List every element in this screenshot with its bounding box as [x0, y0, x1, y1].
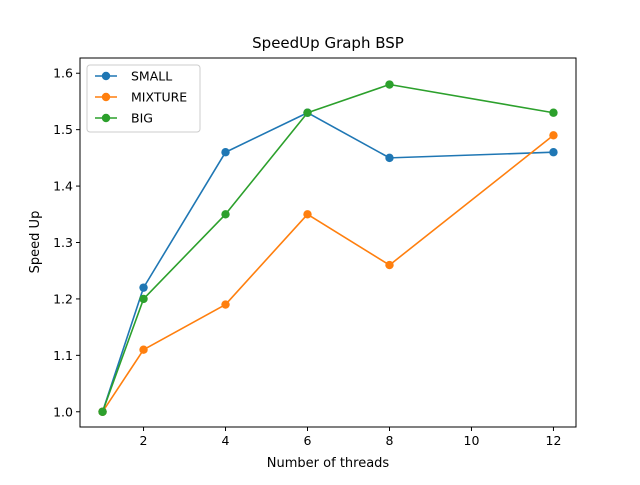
data-point-mixture — [549, 131, 558, 140]
legend-marker-small — [101, 71, 111, 81]
y-tick-label: 1.5 — [53, 122, 73, 137]
x-axis-label: Number of threads — [267, 456, 390, 471]
y-axis-label: Speed Up — [28, 211, 43, 274]
legend-marker-mixture — [101, 92, 111, 102]
data-point-small — [549, 148, 558, 157]
x-tick-label: 10 — [464, 433, 480, 448]
y-axis: 1.0 1.1 1.2 1.3 1.4 1.5 1.6 — [53, 66, 80, 419]
data-point-small — [385, 153, 394, 163]
series-line-small — [101, 111, 554, 413]
data-point-mixture — [139, 345, 148, 354]
legend-box — [86, 64, 201, 133]
data-point-big — [221, 210, 230, 219]
chart-title: SpeedUp Graph BSP — [252, 34, 404, 52]
legend-label-big: BIG — [131, 111, 153, 126]
legend-label-small: SMALL — [131, 69, 172, 84]
x-tick-label: 2 — [140, 433, 148, 448]
y-tick-label: 1.3 — [53, 235, 73, 250]
legend: SMALL MIXTURE BIG — [86, 64, 201, 133]
y-tick-label: 1.4 — [53, 179, 73, 194]
y-tick-label: 1.2 — [53, 291, 73, 306]
x-axis: 2 4 6 8 10 12 — [140, 427, 562, 448]
x-tick-label: 12 — [546, 433, 562, 448]
x-tick-label: 8 — [386, 433, 394, 448]
data-point-mixture — [303, 210, 312, 219]
data-point-mixture — [385, 260, 394, 270]
data-point-big — [549, 108, 558, 117]
series-line-mixture — [101, 134, 554, 413]
x-tick-label: 6 — [304, 433, 312, 448]
data-point-small — [221, 148, 230, 157]
data-point-mixture — [221, 300, 230, 309]
legend-marker-big — [101, 113, 111, 123]
data-point-big — [98, 407, 107, 416]
x-tick-label: 4 — [222, 433, 230, 448]
y-tick-label: 1.0 — [53, 404, 73, 419]
data-point-big — [385, 80, 394, 89]
legend-label-mixture: MIXTURE — [131, 90, 187, 105]
y-tick-label: 1.1 — [53, 348, 73, 363]
data-point-small — [139, 283, 148, 292]
data-point-big — [139, 294, 148, 304]
data-point-big — [303, 108, 312, 117]
y-tick-label: 1.6 — [53, 66, 73, 81]
series-line-big — [101, 83, 554, 413]
plot-area — [98, 80, 558, 416]
